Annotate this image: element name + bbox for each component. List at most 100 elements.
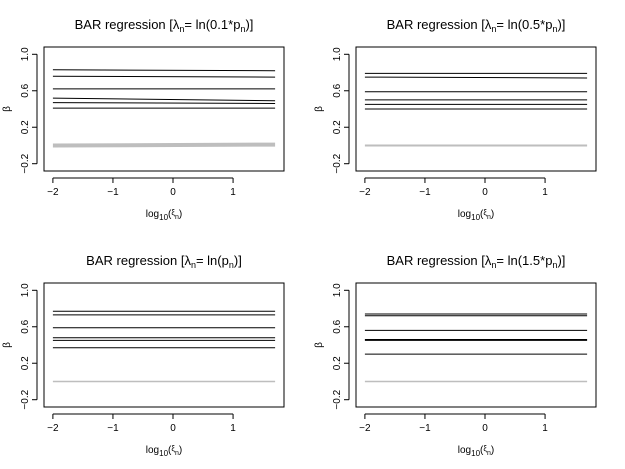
title-lambda-symbol: λ [485, 253, 492, 268]
x-label-log: log [458, 445, 471, 456]
x-label-paren-open: ( [168, 445, 172, 456]
x-tick-label: 0 [482, 423, 488, 434]
x-tick-label: −1 [419, 187, 431, 198]
chart-title: BAR regression [λn= ln(0.5*pn)] [387, 17, 566, 34]
x-tick-label: −2 [47, 187, 59, 198]
title-p-subscript: n [552, 24, 557, 34]
x-axis-label: log10(ξn) [458, 208, 494, 222]
title-prefix: BAR regression [ [86, 253, 185, 268]
title-times: * [540, 253, 545, 268]
title-lambda-symbol: λ [173, 17, 180, 32]
x-axis-label: log10(ξn) [458, 444, 494, 458]
title-p-subscript: n [240, 24, 245, 34]
y-tick-label: −0.2 [332, 389, 343, 409]
y-tick-label: 0.2 [332, 120, 343, 134]
title-lambda-subscript: n [491, 24, 496, 34]
x-label-xi: ξ [483, 208, 487, 217]
plot-frame [43, 282, 285, 408]
x-tick-label: 1 [230, 423, 236, 434]
title-lambda-subscript: n [191, 260, 196, 270]
title-prefix: BAR regression [ [75, 17, 174, 32]
series-line-1 [52, 69, 276, 72]
title-times: * [540, 17, 545, 32]
x-tick-label: −2 [47, 423, 59, 434]
y-axis-label: β [314, 342, 325, 348]
x-label-log: log [146, 209, 159, 220]
x-tick-label: −2 [359, 423, 371, 434]
y-tick-label: 0.6 [20, 319, 31, 333]
series-line-5 [52, 102, 276, 104]
x-label-xi: ξ [171, 444, 175, 453]
x-label-xi: ξ [483, 444, 487, 453]
title-p-subscript: n [552, 260, 557, 270]
title-suffix: )] [234, 253, 242, 268]
y-axis-label: β [314, 106, 325, 112]
x-tick-label: 0 [482, 187, 488, 198]
y-tick-label: −0.2 [332, 153, 343, 173]
x-label-base: 10 [471, 449, 480, 458]
title-equals-ln: = ln( [496, 253, 522, 268]
chart-panel-2: BAR regression [λn= ln(0.5*pn)] −2 −1 0 1 −0.… [314, 17, 597, 222]
title-suffix: )] [557, 253, 565, 268]
title-prefix: BAR regression [ [387, 253, 486, 268]
title-lambda-subscript: n [179, 24, 184, 34]
y-tick-label: 0.6 [20, 83, 31, 97]
x-tick-label: −1 [107, 423, 119, 434]
chart-panel-4: BAR regression [λn= ln(1.5*pn)]−2 −1 0 1−0.… [314, 253, 597, 458]
x-label-log: log [458, 209, 471, 220]
plot-frame [355, 282, 597, 408]
x-tick-label: 1 [542, 187, 548, 198]
series-line-2 [364, 76, 588, 79]
chart-panel-3: BAR regression [λn= ln(pn)] −2 −1 0 1 −0.2 0.2… [2, 253, 285, 458]
title-equals-ln: = ln( [496, 17, 522, 32]
plot-frame [43, 46, 285, 172]
x-axis-label: log10(ξn) [146, 444, 182, 458]
x-label-paren-close: ) [179, 209, 182, 220]
title-p: p [545, 253, 552, 268]
x-label-xi-subscript: n [487, 214, 491, 221]
plot-frame [355, 46, 597, 172]
y-axis-label: β [2, 106, 13, 112]
x-label-xi-subscript: n [487, 450, 491, 457]
x-label-xi: ξ [171, 208, 175, 217]
series-line-2 [52, 75, 276, 78]
title-equals-ln: = ln( [196, 253, 222, 268]
x-tick-label: 1 [542, 423, 548, 434]
y-tick-label: 1.0 [332, 283, 343, 297]
title-suffix: )] [557, 17, 565, 32]
x-label-paren-open: ( [480, 445, 484, 456]
x-label-paren-open: ( [168, 209, 172, 220]
title-multiplier: 0.5 [522, 17, 540, 32]
title-multiplier: 1.5 [522, 253, 540, 268]
title-p: p [222, 253, 229, 268]
y-tick-label: 0.2 [20, 356, 31, 370]
chart-title: BAR regression [λn= ln(1.5*pn)] [387, 253, 566, 270]
x-tick-label: −2 [359, 187, 371, 198]
title-lambda-symbol: λ [485, 17, 492, 32]
x-tick-label: 0 [170, 187, 176, 198]
y-tick-label: 0.2 [20, 120, 31, 134]
x-tick-label: 0 [170, 423, 176, 434]
x-tick-label: −1 [107, 187, 119, 198]
y-tick-label: 1.0 [332, 47, 343, 61]
title-p: p [545, 17, 552, 32]
y-tick-label: 0.6 [332, 83, 343, 97]
x-label-log: log [146, 445, 159, 456]
y-tick-label: −0.2 [20, 153, 31, 173]
chart-title: BAR regression [λn= ln(0.1*pn)] [75, 17, 254, 34]
chart-panel-1: BAR regression [λn= ln(0.1*pn)]−2 −1 0 1−0.… [2, 17, 285, 222]
y-tick-label: 1.0 [20, 283, 31, 297]
series-line-4 [52, 97, 276, 102]
x-tick-label: −1 [419, 423, 431, 434]
y-tick-label: 0.2 [332, 356, 343, 370]
title-p: p [233, 17, 240, 32]
title-multiplier: 0.1 [210, 17, 228, 32]
title-lambda-subscript: n [491, 260, 496, 270]
chart-title: BAR regression [λn= ln(pn)] [86, 253, 242, 270]
x-label-paren-open: ( [480, 209, 484, 220]
y-tick-label: −0.2 [20, 389, 31, 409]
y-tick-label: 1.0 [20, 47, 31, 61]
title-p-subscript: n [229, 260, 234, 270]
x-label-base: 10 [471, 213, 480, 222]
